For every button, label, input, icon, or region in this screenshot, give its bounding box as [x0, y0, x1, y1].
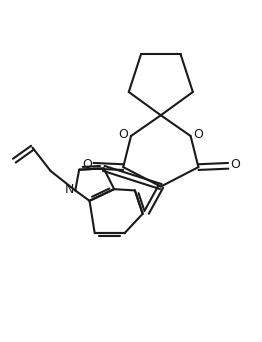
Text: O: O: [82, 158, 92, 171]
Text: O: O: [118, 128, 128, 141]
Text: N: N: [65, 183, 74, 196]
Text: O: O: [230, 158, 240, 171]
Text: O: O: [193, 128, 203, 141]
